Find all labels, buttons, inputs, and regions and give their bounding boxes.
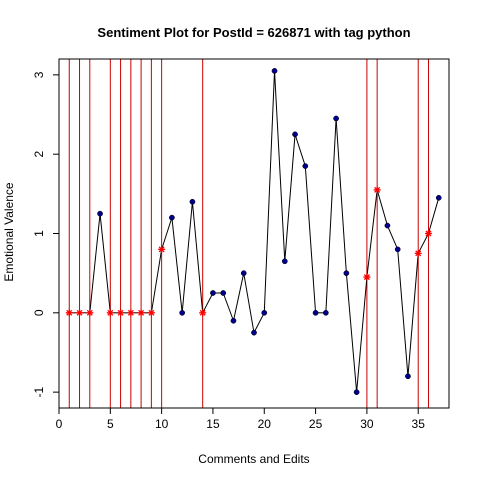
y-axis: -1 0 1 2 3 — [32, 71, 59, 397]
line-segment — [203, 293, 213, 313]
x-tick-label: 10 — [155, 417, 169, 431]
line-segment — [326, 118, 336, 312]
x-axis-label: Comments and Edits — [198, 452, 309, 466]
y-axis-label: Emotional Valence — [2, 182, 16, 281]
comment-point — [436, 195, 441, 200]
y-tick-label: 3 — [32, 71, 46, 78]
edit-point — [138, 309, 145, 316]
line-segment — [151, 249, 161, 312]
line-segment — [377, 190, 387, 226]
edit-point — [199, 309, 206, 316]
x-axis: 0 5 10 15 20 25 30 35 — [56, 408, 426, 431]
line-segment — [264, 71, 274, 313]
comment-point — [169, 215, 174, 220]
comment-point — [395, 247, 400, 252]
line-segment — [162, 218, 172, 250]
comment-point — [292, 132, 297, 137]
edit-point — [86, 309, 93, 316]
y-tick-label: 2 — [32, 151, 46, 158]
edit-point — [425, 230, 432, 237]
edit-point — [415, 250, 422, 257]
line-segment — [223, 293, 233, 321]
edit-point — [107, 309, 114, 316]
comment-point — [241, 271, 246, 276]
y-tick-label: -1 — [32, 386, 46, 397]
chart-title: Sentiment Plot for PostId = 626871 with … — [97, 25, 410, 40]
comment-point — [344, 271, 349, 276]
comment-point — [405, 374, 410, 379]
edit-point — [127, 309, 134, 316]
line-segment — [285, 134, 295, 261]
edit-point — [148, 309, 155, 316]
comment-point — [190, 199, 195, 204]
line-segment — [254, 313, 264, 333]
comment-point — [221, 290, 226, 295]
comment-point — [334, 116, 339, 121]
edit-point — [66, 309, 73, 316]
comment-point — [210, 290, 215, 295]
line-segment — [244, 273, 254, 332]
line-segment — [275, 71, 285, 261]
comment-point — [323, 310, 328, 315]
line-segment — [295, 134, 305, 166]
comment-point — [272, 68, 277, 73]
edit-point — [363, 274, 370, 281]
y-tick-label: 0 — [32, 309, 46, 316]
x-tick-label: 15 — [206, 417, 220, 431]
line-segment — [90, 214, 100, 313]
x-tick-label: 30 — [360, 417, 374, 431]
comment-point — [262, 310, 267, 315]
line-segment — [418, 234, 428, 254]
edit-point — [374, 186, 381, 193]
line-segment — [172, 218, 182, 313]
x-tick-label: 20 — [258, 417, 272, 431]
line-segment — [336, 118, 346, 273]
comment-point — [231, 318, 236, 323]
comment-point — [313, 310, 318, 315]
comment-point — [97, 211, 102, 216]
comment-point — [180, 310, 185, 315]
edit-point — [117, 309, 124, 316]
edit-point — [158, 246, 165, 253]
line-segment — [346, 273, 356, 392]
comment-point — [303, 163, 308, 168]
data-points — [66, 68, 442, 394]
comment-point — [282, 259, 287, 264]
line-segment — [387, 226, 397, 250]
line-segment — [408, 253, 418, 376]
line-segment — [305, 166, 315, 313]
x-tick-label: 5 — [107, 417, 114, 431]
series-line — [69, 71, 438, 392]
edit-point — [76, 309, 83, 316]
comment-point — [385, 223, 390, 228]
line-segment — [428, 198, 438, 234]
y-tick-label: 1 — [32, 230, 46, 237]
edit-marker-lines — [69, 59, 428, 408]
comment-point — [354, 390, 359, 395]
line-segment — [398, 249, 408, 376]
line-segment — [233, 273, 243, 321]
line-segment — [182, 202, 192, 313]
line-segment — [100, 214, 110, 313]
line-segment — [367, 190, 377, 277]
line-segment — [192, 202, 202, 313]
x-tick-label: 25 — [309, 417, 323, 431]
comment-point — [251, 330, 256, 335]
x-tick-label: 35 — [412, 417, 426, 431]
line-segment — [357, 277, 367, 392]
x-tick-label: 0 — [56, 417, 63, 431]
